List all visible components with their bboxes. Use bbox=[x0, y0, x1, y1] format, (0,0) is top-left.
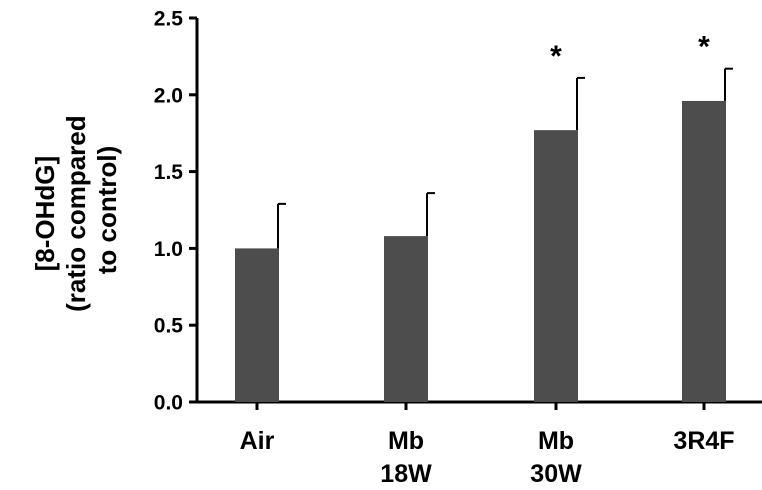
y-axis-title: [8-OHdG] (ratio compared to control) bbox=[30, 108, 122, 312]
y-tick-label: 2.0 bbox=[154, 84, 183, 107]
y-tick-label: 0.5 bbox=[154, 315, 184, 338]
bar bbox=[534, 130, 578, 403]
y-tick-label: 1.0 bbox=[154, 238, 183, 261]
x-tick-label: Mb bbox=[388, 427, 424, 455]
y-axis-title-line: (ratio compared bbox=[61, 115, 91, 312]
significance-marker: * bbox=[550, 40, 562, 73]
y-axis-title-line: to control) bbox=[92, 146, 122, 275]
y-tick-label: 2.5 bbox=[154, 8, 184, 31]
bar bbox=[235, 248, 279, 402]
y-tick-label: 0.0 bbox=[154, 392, 183, 415]
bar bbox=[682, 100, 726, 402]
y-tick-label: 1.5 bbox=[154, 161, 184, 184]
significance-marker: * bbox=[698, 31, 710, 64]
x-tick-label: Air bbox=[240, 427, 275, 455]
x-tick-label: Mb bbox=[538, 427, 574, 455]
x-tick-label: 3R4F bbox=[673, 427, 734, 455]
x-tick-label: 30W bbox=[530, 460, 582, 488]
x-tick-label: 18W bbox=[380, 460, 432, 488]
bar bbox=[384, 236, 428, 402]
y-axis-title-line: [8-OHdG] bbox=[30, 156, 60, 272]
plot-area: 0.0 0.5 1.0 1.5 2.0 2.5 Air Mb 18W Mb 30W * 3R4F * bbox=[154, 8, 762, 488]
